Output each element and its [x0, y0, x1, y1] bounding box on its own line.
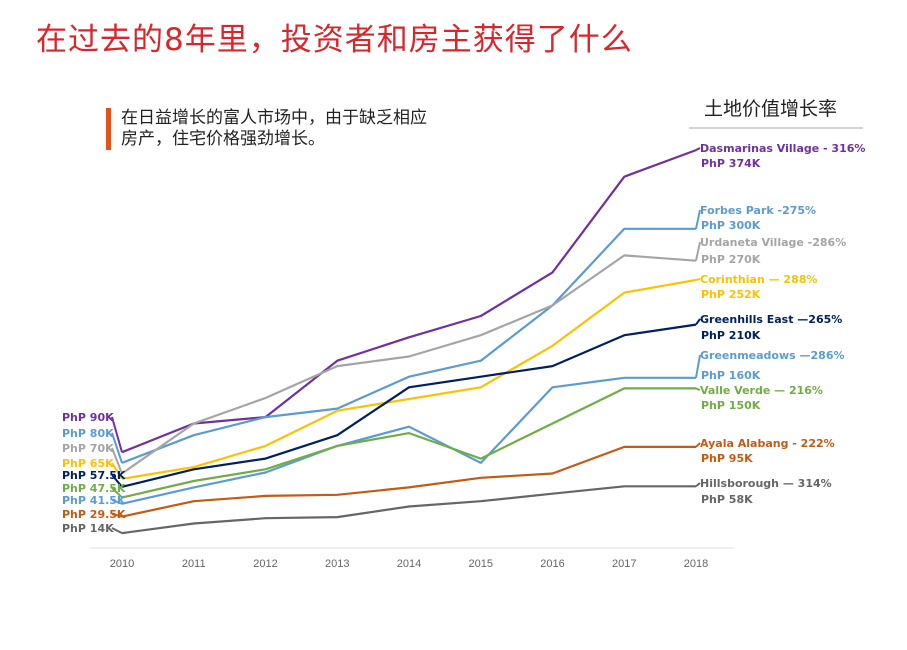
- end-value-label: PhP 95K: [701, 452, 753, 465]
- end-connector: [695, 318, 701, 326]
- subtitle-line-2: 房产，住宅价格强劲增长。: [121, 129, 325, 149]
- end-series-label: Corinthian — 288%: [700, 273, 817, 286]
- end-connector: [695, 482, 701, 488]
- end-value-label: PhP 252K: [701, 288, 761, 301]
- start-connector: [111, 487, 123, 499]
- x-tick-label: 2013: [325, 558, 349, 570]
- start-value-label: PhP 80K: [62, 427, 114, 440]
- end-connector: [695, 209, 701, 230]
- series-line-dasmarinas-village: [121, 149, 697, 454]
- start-value-label: PhP 29.5K: [62, 508, 126, 521]
- legend-title: 土地价值增长率: [704, 98, 838, 120]
- start-value-label: PhP 57.5K: [62, 469, 126, 482]
- x-tick-label: 2010: [110, 558, 134, 570]
- end-value-label: PhP 374K: [701, 157, 761, 170]
- end-series-label: Greenhills East —265%: [700, 313, 842, 326]
- end-connector: [695, 387, 701, 391]
- end-connector: [695, 278, 701, 281]
- end-series-label: Greenmeadows —286%: [700, 349, 845, 362]
- start-connector: [111, 447, 123, 474]
- series-line-greenmeadows: [121, 376, 696, 505]
- x-tick-label: 2018: [684, 558, 708, 570]
- end-connector: [695, 241, 701, 261]
- series-line-urdaneta-village: [121, 254, 697, 475]
- x-tick-label: 2012: [253, 558, 277, 570]
- end-value-label: PhP 210K: [701, 329, 761, 342]
- end-series-label: Forbes Park -275%: [700, 204, 816, 217]
- end-value-label: PhP 150K: [701, 399, 761, 412]
- legend-divider: [689, 127, 863, 129]
- subtitle-block: 在日益增长的富人市场中，由于缺乏相应 房产，住宅价格强劲增长。: [106, 108, 427, 150]
- series-line-valle-verde: [121, 387, 696, 499]
- start-value-label: PhP 70K: [62, 442, 114, 455]
- x-tick-label: 2017: [612, 558, 636, 570]
- x-tick-label: 2015: [469, 558, 493, 570]
- series-line-greenhills-east: [121, 323, 697, 488]
- start-connector: [111, 527, 123, 534]
- end-connector: [695, 147, 701, 151]
- end-connector: [695, 354, 701, 378]
- start-value-label: PhP 90K: [62, 411, 114, 424]
- end-value-label: PhP 160K: [701, 369, 761, 382]
- page-title: 在过去的8年里，投资者和房主获得了什么: [36, 22, 633, 58]
- series-line-corinthian: [121, 278, 697, 480]
- end-series-label: Urdaneta Village -286%: [700, 236, 846, 249]
- start-connector: [111, 513, 123, 518]
- end-value-label: PhP 300K: [701, 219, 761, 232]
- end-series-label: Hillsborough — 314%: [700, 477, 832, 490]
- series-line-hillsborough: [121, 485, 696, 535]
- x-tick-label: 2011: [182, 558, 206, 570]
- start-connector: [111, 499, 123, 505]
- end-series-label: Dasmarinas Village - 316%: [700, 142, 865, 155]
- end-series-label: Valle Verde — 216%: [700, 384, 823, 397]
- x-tick-label: 2014: [397, 558, 421, 570]
- start-connector: [111, 432, 123, 464]
- start-value-label: PhP 14K: [62, 522, 114, 535]
- start-connector: [111, 416, 123, 453]
- subtitle-line-1: 在日益增长的富人市场中，由于缺乏相应: [121, 108, 427, 128]
- start-value-label: PhP 41.5K: [62, 494, 126, 507]
- series-line-forbes-park: [121, 227, 696, 464]
- end-series-label: Ayala Alabang - 222%: [700, 437, 835, 450]
- x-tick-label: 2016: [540, 558, 564, 570]
- end-value-label: PhP 58K: [701, 493, 753, 506]
- end-value-label: PhP 270K: [701, 253, 761, 266]
- series-line-ayala-alabang: [121, 445, 696, 518]
- start-connector: [111, 474, 123, 488]
- end-connector: [695, 442, 701, 448]
- start-connector: [111, 462, 123, 480]
- start-value-label: PhP 65K: [62, 457, 114, 470]
- start-value-label: PhP 47.5K: [62, 482, 126, 495]
